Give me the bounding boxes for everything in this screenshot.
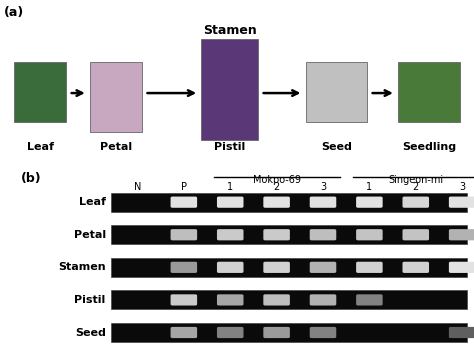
Text: (b): (b) bbox=[21, 172, 42, 185]
Bar bbox=[111, 323, 467, 342]
Text: Mokpo-69: Mokpo-69 bbox=[253, 175, 301, 185]
Bar bbox=[111, 193, 467, 212]
FancyBboxPatch shape bbox=[171, 229, 197, 240]
Text: 3: 3 bbox=[459, 183, 465, 192]
Bar bbox=[14, 62, 66, 122]
FancyBboxPatch shape bbox=[356, 196, 383, 208]
Text: Petal: Petal bbox=[73, 230, 106, 240]
FancyBboxPatch shape bbox=[449, 229, 474, 240]
Text: Petal: Petal bbox=[100, 142, 132, 151]
Text: 2: 2 bbox=[413, 183, 419, 192]
FancyBboxPatch shape bbox=[310, 327, 336, 338]
Text: P: P bbox=[181, 183, 187, 192]
Text: Seedling: Seedling bbox=[402, 142, 456, 151]
FancyBboxPatch shape bbox=[449, 262, 474, 273]
Text: Pistil: Pistil bbox=[74, 295, 106, 305]
Text: Stamen: Stamen bbox=[58, 262, 106, 272]
FancyBboxPatch shape bbox=[264, 327, 290, 338]
FancyBboxPatch shape bbox=[217, 196, 244, 208]
Text: Leaf: Leaf bbox=[79, 197, 106, 207]
Text: Stamen: Stamen bbox=[203, 24, 257, 37]
FancyBboxPatch shape bbox=[217, 294, 244, 305]
Text: 1: 1 bbox=[227, 183, 233, 192]
Bar bbox=[90, 62, 142, 132]
Bar bbox=[111, 290, 467, 310]
FancyBboxPatch shape bbox=[217, 229, 244, 240]
Bar bbox=[111, 258, 467, 277]
FancyBboxPatch shape bbox=[171, 196, 197, 208]
Bar bbox=[306, 62, 367, 122]
FancyBboxPatch shape bbox=[217, 262, 244, 273]
Text: 3: 3 bbox=[320, 183, 326, 192]
FancyBboxPatch shape bbox=[449, 196, 474, 208]
Text: Pistil: Pistil bbox=[214, 142, 246, 151]
FancyBboxPatch shape bbox=[402, 229, 429, 240]
FancyBboxPatch shape bbox=[217, 327, 244, 338]
FancyBboxPatch shape bbox=[310, 229, 336, 240]
FancyBboxPatch shape bbox=[310, 294, 336, 305]
Text: Singeon-mi: Singeon-mi bbox=[388, 175, 443, 185]
FancyBboxPatch shape bbox=[356, 229, 383, 240]
Text: N: N bbox=[134, 183, 141, 192]
FancyBboxPatch shape bbox=[449, 327, 474, 338]
FancyBboxPatch shape bbox=[402, 196, 429, 208]
FancyBboxPatch shape bbox=[264, 196, 290, 208]
FancyBboxPatch shape bbox=[264, 229, 290, 240]
Text: 2: 2 bbox=[273, 183, 280, 192]
FancyBboxPatch shape bbox=[171, 262, 197, 273]
FancyBboxPatch shape bbox=[171, 294, 197, 305]
FancyBboxPatch shape bbox=[402, 262, 429, 273]
FancyBboxPatch shape bbox=[264, 294, 290, 305]
FancyBboxPatch shape bbox=[356, 262, 383, 273]
Bar bbox=[201, 39, 258, 140]
FancyBboxPatch shape bbox=[356, 294, 383, 305]
Text: Leaf: Leaf bbox=[27, 142, 54, 151]
FancyBboxPatch shape bbox=[264, 262, 290, 273]
Bar bbox=[398, 62, 460, 122]
Text: (a): (a) bbox=[4, 6, 24, 19]
Text: Seed: Seed bbox=[75, 327, 106, 337]
Text: 1: 1 bbox=[366, 183, 373, 192]
Bar bbox=[111, 225, 467, 244]
FancyBboxPatch shape bbox=[171, 327, 197, 338]
FancyBboxPatch shape bbox=[310, 196, 336, 208]
Text: Seed: Seed bbox=[321, 142, 352, 151]
FancyBboxPatch shape bbox=[310, 262, 336, 273]
